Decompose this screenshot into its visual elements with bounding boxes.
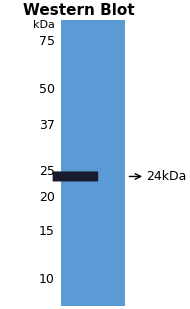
- FancyBboxPatch shape: [53, 171, 98, 181]
- Text: 20: 20: [39, 192, 55, 205]
- Text: kDa: kDa: [33, 20, 55, 30]
- Text: 24kDa: 24kDa: [146, 170, 187, 183]
- Text: 37: 37: [39, 119, 55, 132]
- Title: Western Blot: Western Blot: [23, 3, 135, 18]
- Text: 15: 15: [39, 226, 55, 239]
- Text: 75: 75: [39, 35, 55, 49]
- Bar: [61, 20, 125, 306]
- Text: 50: 50: [39, 83, 55, 96]
- Text: 10: 10: [39, 273, 55, 286]
- Text: 25: 25: [39, 165, 55, 178]
